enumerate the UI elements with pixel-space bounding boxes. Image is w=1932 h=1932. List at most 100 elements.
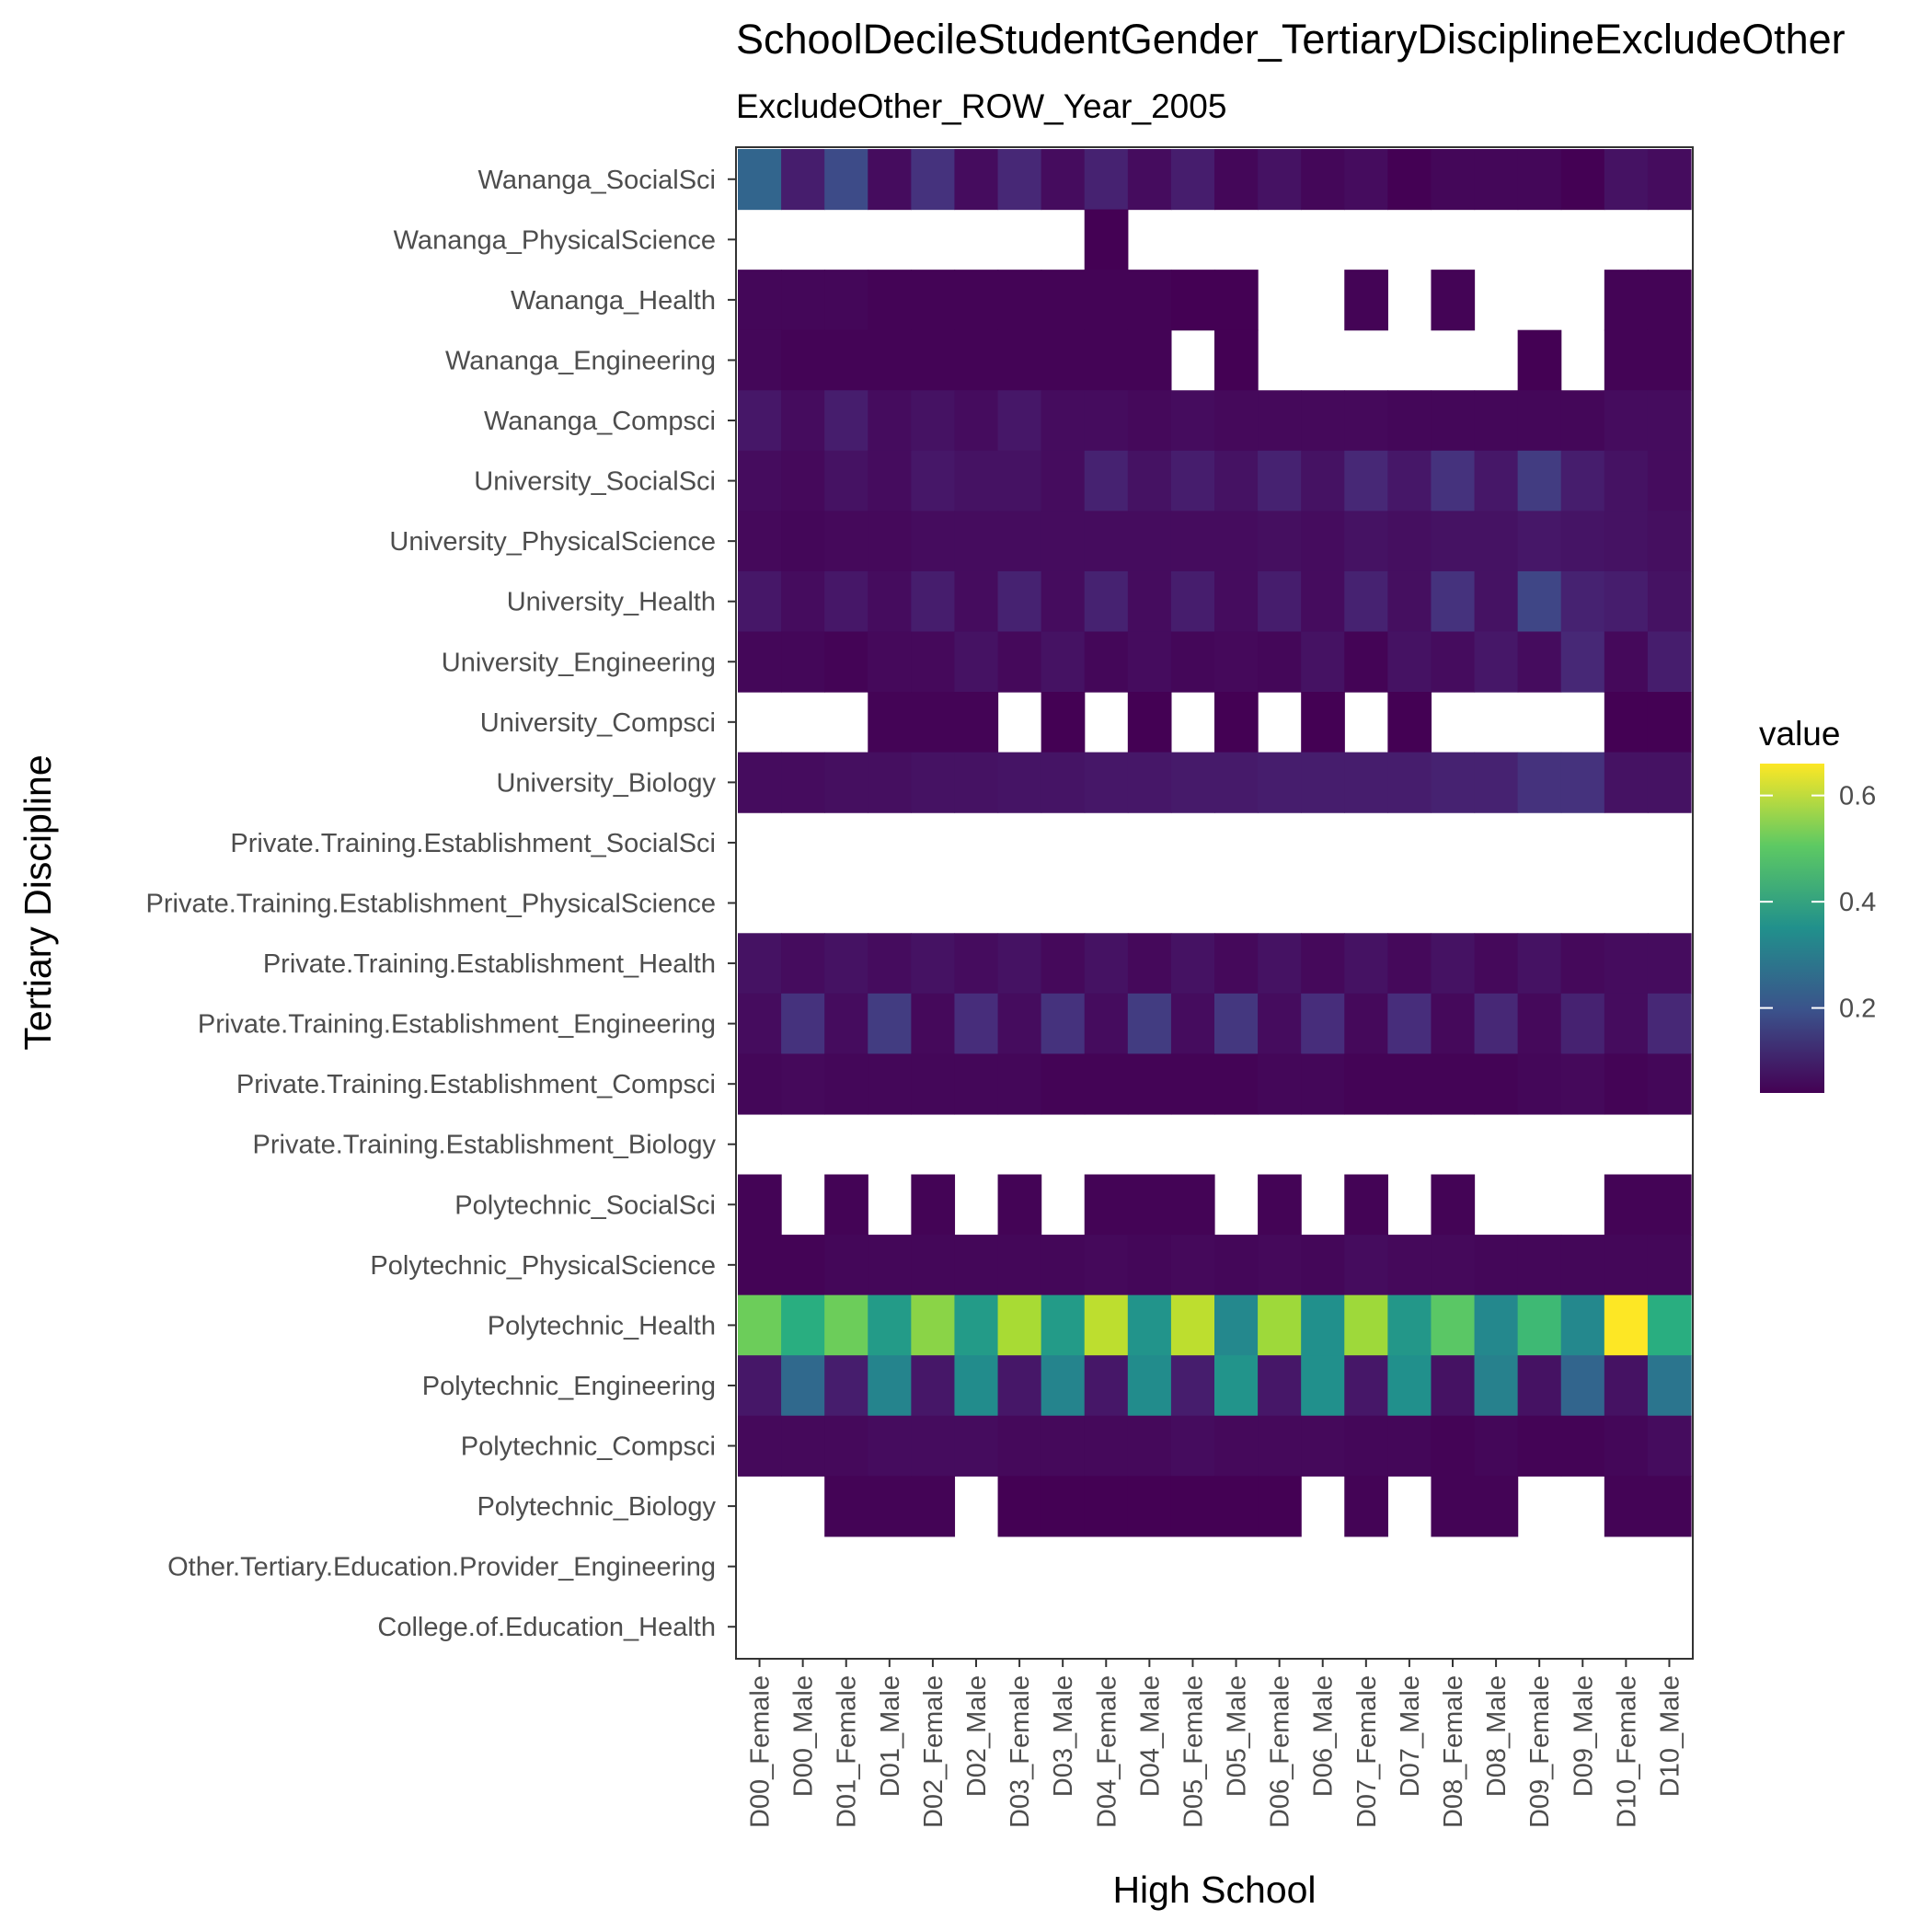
heatmap-cell [868,933,912,995]
heatmap-cell [781,752,825,813]
heatmap-cell [824,993,868,1054]
heatmap-cell [781,1053,825,1115]
heatmap-cell [1474,1294,1519,1356]
heatmap-cell [1647,692,1692,753]
heatmap-cell [1084,209,1129,270]
heatmap-cell [738,390,782,452]
y-tick-label: Polytechnic_Engineering [422,1372,716,1401]
heatmap-cell [1647,1174,1692,1236]
heatmap-cell [1344,993,1388,1054]
heatmap-cell [954,631,999,693]
heatmap-cell [1084,329,1129,391]
heatmap-cell [738,933,782,995]
heatmap-cell [1604,450,1649,512]
heatmap-cell [1214,1355,1259,1417]
y-tick-label: Polytechnic_Health [488,1311,716,1340]
heatmap-cell [1387,1053,1432,1115]
heatmap-cell [1301,631,1345,693]
heatmap-cell [868,752,912,813]
heatmap-cell [824,511,868,572]
heatmap-cell [781,149,825,211]
heatmap-cell [1301,570,1345,633]
heatmap-cell [1387,1235,1432,1296]
heatmap-cell [1127,1415,1172,1477]
heatmap-cell [1084,1355,1129,1417]
heatmap-cell [868,570,912,633]
heatmap-cell [738,511,782,572]
y-tick-label: Private.Training.Establishment_Compsci [236,1070,716,1099]
heatmap-cell [1084,1174,1129,1236]
heatmap-cell [1431,933,1476,995]
heatmap-cell [824,1476,868,1537]
legend-title: value [1759,715,1840,753]
heatmap-cell [1517,1235,1562,1296]
heatmap-cell [738,1415,782,1477]
heatmap-cell [1301,1053,1345,1115]
heatmap-cell [1258,1174,1302,1236]
y-tick-label: University_PhysicalScience [389,527,716,557]
heatmap-cell [1387,933,1432,995]
heatmap-cell [1258,149,1302,211]
heatmap-cell [911,1235,956,1296]
heatmap-cell [738,270,782,331]
heatmap-cell [1387,752,1432,813]
heatmap-cell [824,149,868,211]
heatmap-cell [1214,570,1259,633]
y-tick-label: College.of.Education_Health [377,1613,716,1642]
y-tick-label: Private.Training.Establishment_Biology [253,1131,717,1160]
heatmap-cell [781,1355,825,1417]
heatmap-cell [1214,1053,1259,1115]
heatmap-cell [824,752,868,813]
heatmap-cell [1474,390,1519,452]
heatmap-cell [1084,933,1129,995]
heatmap-cell [954,329,999,391]
heatmap-cell [1084,1415,1129,1477]
heatmap-cell [1517,390,1562,452]
heatmap-cell [911,570,956,633]
y-tick-label: Polytechnic_SocialSci [454,1190,716,1220]
heatmap-cell [1084,752,1129,813]
heatmap-cell [1214,1415,1259,1477]
x-axis: D00_Female D00_Male D01_Female D01_Male D02_… [746,1659,1685,1828]
heatmap-cell [1647,1294,1692,1356]
heatmap-cell [1474,570,1519,633]
heatmap-cell [1301,993,1345,1054]
heatmap-cell [1127,752,1172,813]
heatmap-cells [738,149,1692,1537]
heatmap-cell [1301,450,1345,512]
y-tick-label: University_Biology [496,768,716,798]
x-tick-label: D00_Male [789,1675,819,1797]
heatmap-cell [1258,450,1302,512]
heatmap-cell [997,631,1042,693]
heatmap-cell [1041,631,1086,693]
heatmap-cell [1560,1415,1605,1477]
heatmap-cell [1387,1415,1432,1477]
heatmap-cell [997,1174,1042,1236]
heatmap-cell [1604,933,1649,995]
heatmap-cell [1431,631,1476,693]
chart-title: SchoolDecileStudentGender_TertiaryDiscip… [736,16,1846,63]
heatmap-cell [1647,329,1692,391]
heatmap-cell [954,1294,999,1356]
heatmap-cell [1258,1235,1302,1296]
heatmap-cell [1258,993,1302,1054]
heatmap-cell [954,1235,999,1296]
heatmap-cell [1604,149,1649,211]
x-tick-label: D02_Male [962,1675,992,1797]
heatmap-cell [997,329,1042,391]
heatmap-cell [868,511,912,572]
heatmap-cell [824,631,868,693]
heatmap-cell [1517,450,1562,512]
heatmap-cell [781,511,825,572]
heatmap-cell [868,1235,912,1296]
heatmap-cell [1431,270,1476,331]
heatmap-cell [954,692,999,753]
heatmap-cell [911,1355,956,1417]
y-tick-label: Wananga_Health [511,286,716,316]
heatmap-cell [1387,450,1432,512]
heatmap-cell [1214,270,1259,331]
heatmap-cell [1258,1355,1302,1417]
heatmap-cell [1258,752,1302,813]
heatmap-cell [1127,390,1172,452]
heatmap-cell [1127,329,1172,391]
